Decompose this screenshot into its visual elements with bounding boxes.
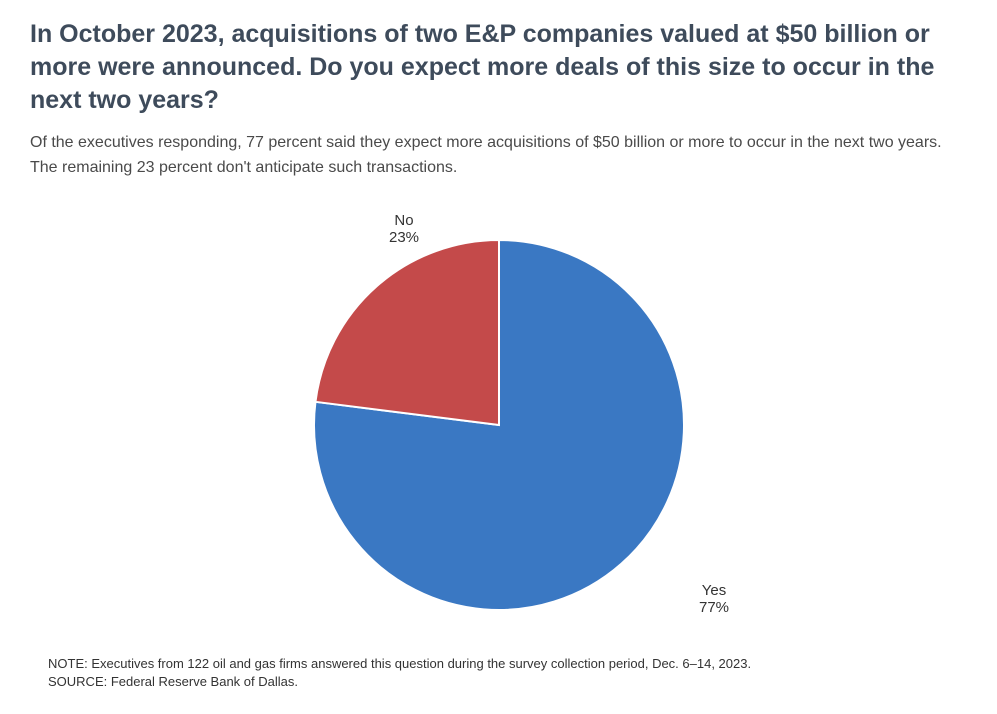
pie-slice-no: [315, 240, 499, 425]
pie-label-percent-no: 23%: [388, 229, 418, 246]
chart-footnote: NOTE: Executives from 122 oil and gas fi…: [48, 655, 949, 693]
pie-chart: Yes77% No23%: [179, 215, 819, 635]
footnote-note: NOTE: Executives from 122 oil and gas fi…: [48, 655, 949, 674]
page-root: In October 2023, acquisitions of two E&P…: [0, 0, 997, 712]
pie-label-name-no: No: [394, 215, 413, 229]
footnote-source: SOURCE: Federal Reserve Bank of Dallas.: [48, 673, 949, 692]
pie-label-percent-yes: 77%: [698, 599, 728, 616]
pie-chart-container: Yes77% No23%: [30, 215, 967, 635]
chart-title: In October 2023, acquisitions of two E&P…: [30, 18, 967, 117]
chart-subtitle: Of the executives responding, 77 percent…: [30, 131, 967, 181]
pie-label-name-yes: Yes: [701, 582, 725, 599]
